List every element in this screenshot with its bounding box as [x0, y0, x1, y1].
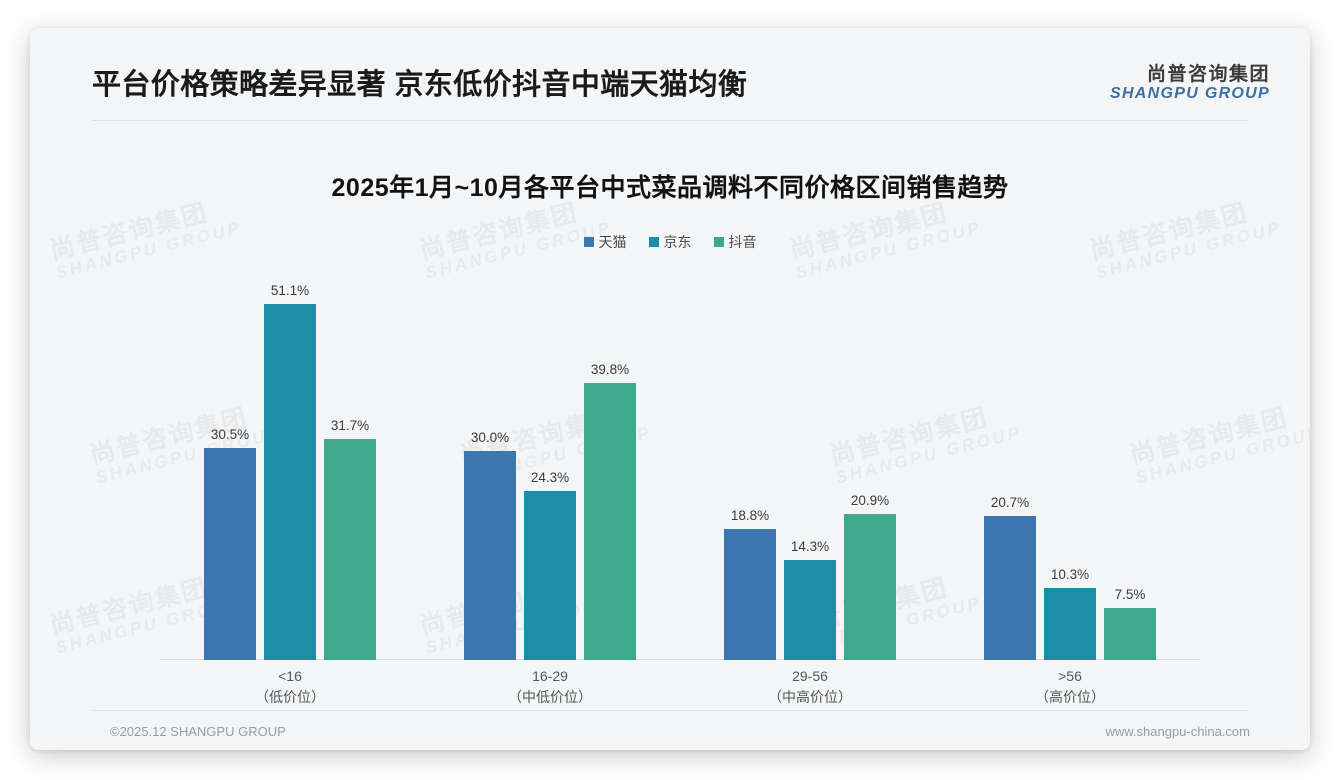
bar[interactable]: 20.7% [984, 270, 1036, 660]
category-name: 29-56 [792, 668, 828, 684]
bar[interactable]: 30.0% [464, 270, 516, 660]
category-name: >56 [1058, 668, 1082, 684]
bar-rect[interactable] [984, 515, 1036, 660]
legend-item-2[interactable]: 京东 [648, 232, 692, 252]
slide-card: 平台价格策略差异显著 京东低价抖音中端天猫均衡 尚普咨询集团 SHANGPU G… [30, 28, 1310, 750]
bar-group: 20.7% 10.3% 7.5% >56 （高价位） [984, 270, 1156, 705]
bar-rect[interactable] [1044, 588, 1096, 660]
bar-rect[interactable] [784, 560, 836, 660]
bar-rect[interactable] [584, 382, 636, 660]
header-divider [92, 120, 1248, 121]
bar-value-label: 14.3% [790, 539, 830, 555]
bar-group: 30.5% 51.1% 31.7% <16 （低价位） [204, 270, 376, 705]
x-axis-line [160, 659, 1200, 660]
bar[interactable]: 39.8% [584, 270, 636, 660]
bar-value-label: 7.5% [1114, 586, 1146, 602]
category-sublabel: （高价位） [1035, 689, 1105, 705]
bar-rect[interactable] [524, 490, 576, 660]
logo-chinese-text: 尚普咨询集团 [1146, 64, 1270, 85]
bar[interactable]: 51.1% [264, 270, 316, 660]
x-axis-category-label: >56 （高价位） [1035, 666, 1105, 708]
category-name: <16 [278, 668, 302, 684]
plot-area: 30.5% 51.1% 31.7% <16 （低价位） 30.0% 24.3% 39.8% 16… [160, 270, 1200, 705]
x-axis-category-label: 16-29 （中低价位） [508, 666, 592, 708]
legend-swatch-icon [648, 237, 659, 247]
logo-english-text: SHANGPU GROUP [1109, 85, 1270, 103]
legend-swatch-icon [583, 237, 594, 247]
x-axis-category-label: <16 （低价位） [255, 666, 325, 708]
bar-value-label: 39.8% [590, 361, 630, 377]
bar-value-label: 18.8% [730, 508, 770, 524]
bar[interactable]: 30.5% [204, 270, 256, 660]
legend-swatch-icon [713, 237, 724, 247]
bar-rect[interactable] [464, 451, 516, 660]
bar-value-label: 31.7% [330, 418, 370, 434]
footer-divider [92, 710, 1248, 711]
slide-header: 平台价格策略差异显著 京东低价抖音中端天猫均衡 尚普咨询集团 SHANGPU G… [30, 28, 1310, 120]
bar[interactable]: 14.3% [784, 270, 836, 660]
bar-rect[interactable] [204, 447, 256, 660]
bar[interactable]: 18.8% [724, 270, 776, 660]
legend-item-1[interactable]: 天猫 [583, 232, 627, 252]
category-sublabel: （低价位） [255, 689, 325, 705]
chart-title: 2025年1月~10月各平台中式菜品调料不同价格区间销售趋势 [331, 174, 1009, 202]
bar[interactable]: 31.7% [324, 270, 376, 660]
legend-label: 京东 [663, 234, 692, 250]
chart-legend: 天猫 京东 抖音 [30, 232, 1310, 252]
brand-logo: 尚普咨询集团 SHANGPU GROUP [1110, 64, 1270, 103]
bar-value-label: 51.1% [270, 283, 310, 299]
bar[interactable]: 24.3% [524, 270, 576, 660]
page-title: 平台价格策略差异显著 京东低价抖音中端天猫均衡 [92, 69, 748, 101]
bar-value-label: 30.5% [210, 426, 250, 442]
bar-value-label: 10.3% [1050, 567, 1090, 583]
x-axis-category-label: 29-56 （中高价位） [768, 666, 852, 708]
category-sublabel: （中低价位） [508, 689, 592, 705]
legend-item-3[interactable]: 抖音 [713, 232, 757, 252]
footer-copyright: ©2025.12 SHANGPU GROUP [110, 724, 286, 739]
legend-label: 抖音 [728, 234, 757, 250]
bar-value-label: 24.3% [530, 469, 570, 485]
category-name: 16-29 [532, 668, 568, 684]
footer-website: www.shangpu-china.com [1105, 724, 1250, 739]
bar-rect[interactable] [844, 514, 896, 660]
bar-rect[interactable] [324, 439, 376, 660]
bar-rect[interactable] [264, 304, 316, 660]
bar-value-label: 20.9% [850, 493, 890, 509]
bar-group: 30.0% 24.3% 39.8% 16-29 （中低价位） [464, 270, 636, 705]
chart-container: 尚普咨询集团 SHANGPU GROUP 尚普咨询集团 SHANGPU GROUP 尚普… [30, 120, 1310, 710]
bar[interactable]: 10.3% [1044, 270, 1096, 660]
bar[interactable]: 7.5% [1104, 270, 1156, 660]
bar-value-label: 20.7% [990, 494, 1030, 510]
legend-label: 天猫 [598, 234, 627, 250]
bar-rect[interactable] [1104, 607, 1156, 660]
category-sublabel: （中高价位） [768, 689, 852, 705]
bar[interactable]: 20.9% [844, 270, 896, 660]
bar-group: 18.8% 14.3% 20.9% 29-56 （中高价位） [724, 270, 896, 705]
bar-value-label: 30.0% [470, 430, 510, 446]
slide-footer: ©2025.12 SHANGPU GROUP www.shangpu-china… [30, 711, 1310, 750]
bar-rect[interactable] [724, 529, 776, 660]
